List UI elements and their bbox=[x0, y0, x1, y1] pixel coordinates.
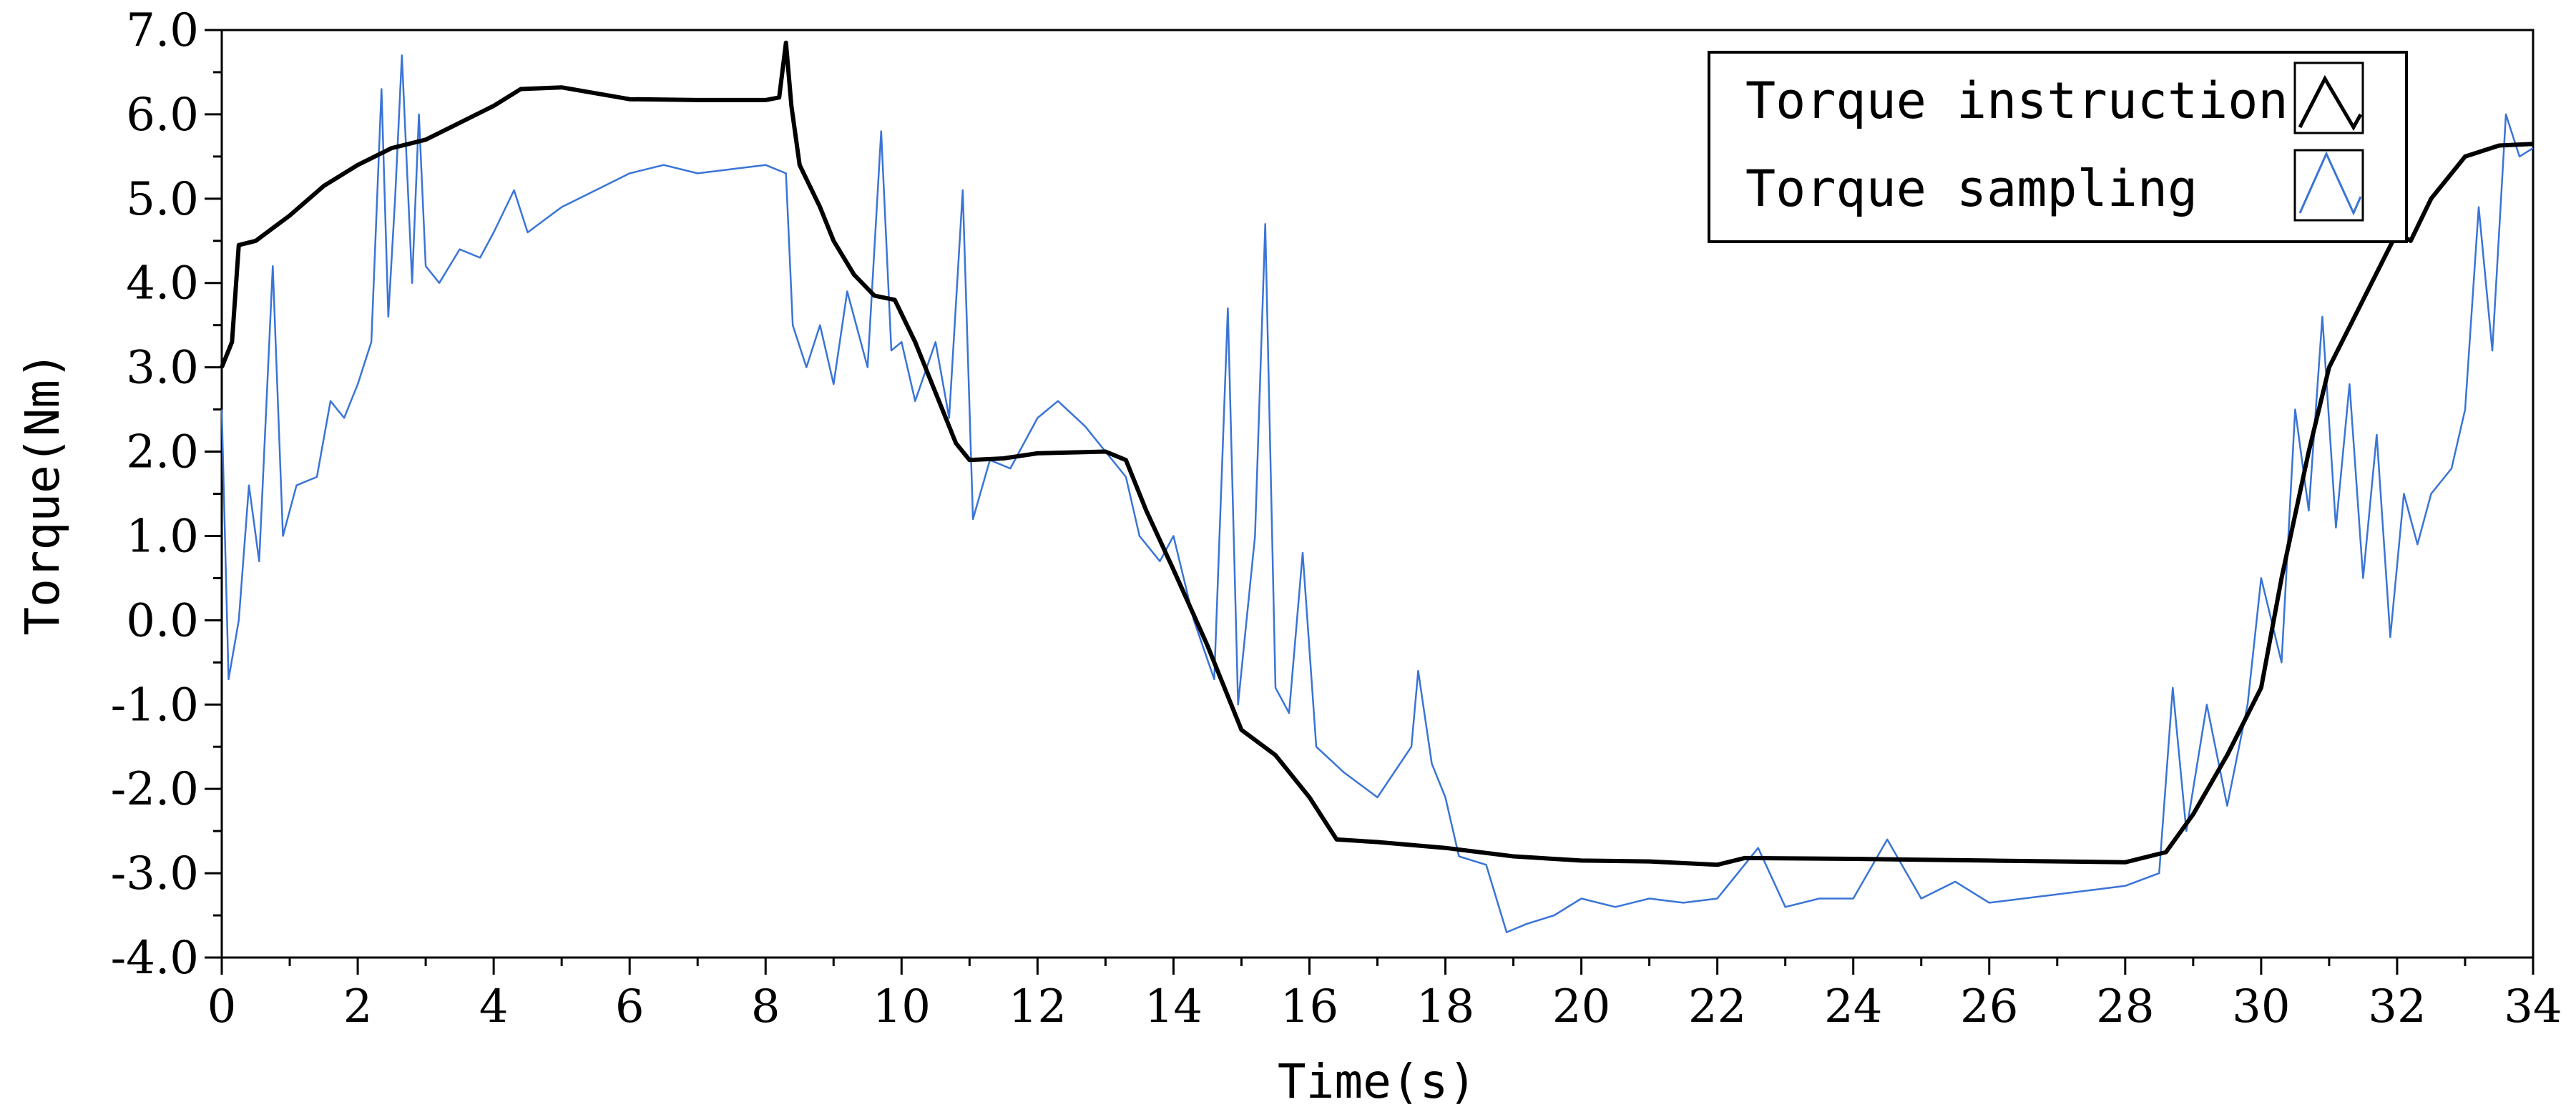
legend: Torque instruction Torque sampling bbox=[1708, 51, 2408, 243]
y-tick-label: -3.0 bbox=[111, 847, 199, 900]
y-tick-label: 3.0 bbox=[126, 342, 199, 395]
x-tick-label: 18 bbox=[1416, 980, 1474, 1033]
x-tick-label: 24 bbox=[1824, 980, 1882, 1033]
x-tick-label: 10 bbox=[873, 980, 931, 1033]
y-tick-label: 4.0 bbox=[126, 257, 199, 310]
legend-label-sampling: Torque sampling bbox=[1745, 159, 2198, 218]
y-tick-label: -4.0 bbox=[111, 932, 199, 985]
x-tick-label: 30 bbox=[2232, 980, 2290, 1033]
x-tick-label: 34 bbox=[2504, 980, 2562, 1033]
y-tick-label: 0.0 bbox=[126, 594, 199, 647]
y-tick-label: -2.0 bbox=[111, 763, 199, 816]
legend-swatch-instruction bbox=[2293, 61, 2364, 134]
y-tick-label: 5.0 bbox=[126, 173, 199, 226]
legend-swatch-sampling-line bbox=[2298, 151, 2362, 216]
x-tick-label: 26 bbox=[1960, 980, 2018, 1033]
y-axis-ticks: -4.0 -3.0 -2.0 -1.0 0.0 1.0 2.0 3.0 4.0 5.0 6.0 7.0 bbox=[111, 4, 222, 985]
series-torque-sampling-line bbox=[220, 54, 2534, 933]
x-tick-label: 28 bbox=[2096, 980, 2154, 1033]
series-layer bbox=[220, 40, 2534, 933]
x-tick-label: 16 bbox=[1280, 980, 1338, 1033]
x-tick-label: 20 bbox=[1552, 980, 1610, 1033]
x-tick-label: 14 bbox=[1145, 980, 1203, 1033]
legend-label-instruction: Torque instruction bbox=[1745, 72, 2288, 130]
x-tick-label: 2 bbox=[343, 980, 373, 1033]
y-tick-label: 2.0 bbox=[126, 426, 199, 479]
x-tick-label: 8 bbox=[751, 980, 780, 1033]
x-tick-label: 0 bbox=[207, 980, 237, 1033]
y-tick-label: 1.0 bbox=[126, 510, 199, 563]
series-torque-instruction-line bbox=[220, 40, 2534, 867]
x-tick-label: 32 bbox=[2368, 980, 2426, 1033]
legend-swatch-sampling bbox=[2293, 149, 2364, 222]
legend-swatch-instruction-line bbox=[2298, 74, 2363, 132]
x-tick-label: 22 bbox=[1688, 980, 1746, 1033]
x-tick-label: 12 bbox=[1009, 980, 1067, 1033]
x-tick-label: 6 bbox=[615, 980, 645, 1033]
y-tick-label: 6.0 bbox=[126, 89, 199, 142]
y-tick-label: -1.0 bbox=[111, 679, 199, 732]
x-tick-label: 4 bbox=[479, 980, 509, 1033]
y-axis-title: Torque(Nm) bbox=[15, 351, 70, 635]
y-tick-label: 7.0 bbox=[126, 4, 199, 57]
x-axis-ticks: 0 2 4 6 8 10 12 14 16 18 20 22 24 26 28 30 32 34 bbox=[207, 958, 2562, 1033]
legend-box bbox=[1708, 51, 2408, 243]
x-axis-title: Time(s) bbox=[1278, 1054, 1476, 1109]
